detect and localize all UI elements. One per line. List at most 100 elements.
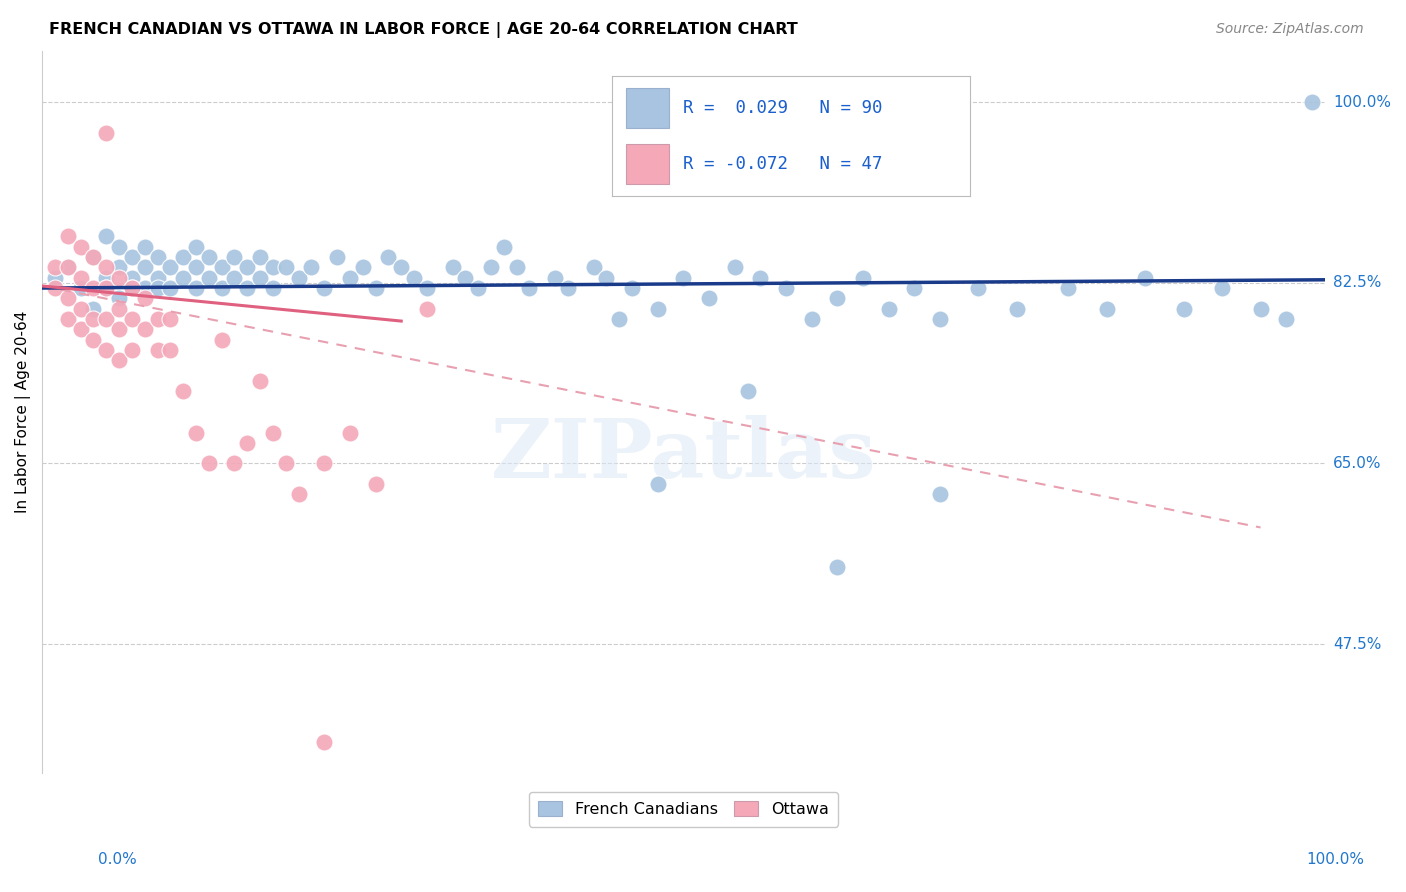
Point	[800, 312, 823, 326]
Point	[224, 250, 246, 264]
Text: 0.0%: 0.0%	[98, 852, 138, 867]
Point	[82, 333, 104, 347]
Point	[96, 229, 118, 244]
Point	[903, 281, 925, 295]
Point	[1301, 95, 1323, 110]
Point	[44, 270, 66, 285]
Point	[287, 487, 309, 501]
Point	[184, 260, 207, 275]
Point	[198, 457, 221, 471]
Point	[416, 301, 439, 316]
Point	[236, 260, 259, 275]
Point	[749, 270, 772, 285]
Point	[198, 250, 221, 264]
Point	[82, 281, 104, 295]
Point	[1250, 301, 1272, 316]
Point	[852, 270, 875, 285]
Point	[198, 270, 221, 285]
Text: 100.0%: 100.0%	[1333, 95, 1391, 110]
Point	[249, 270, 271, 285]
Point	[108, 291, 131, 305]
Point	[172, 384, 194, 399]
Point	[262, 260, 284, 275]
Point	[108, 322, 131, 336]
Point	[96, 126, 118, 140]
Point	[352, 260, 374, 275]
Point	[121, 270, 143, 285]
Point	[146, 281, 169, 295]
Point	[121, 312, 143, 326]
Point	[184, 425, 207, 440]
Point	[1275, 312, 1298, 326]
Point	[211, 260, 233, 275]
Text: R = -0.072   N = 47: R = -0.072 N = 47	[683, 155, 883, 173]
Point	[1211, 281, 1233, 295]
Point	[108, 270, 131, 285]
Point	[236, 281, 259, 295]
Point	[96, 312, 118, 326]
Point	[44, 260, 66, 275]
Text: FRENCH CANADIAN VS OTTAWA IN LABOR FORCE | AGE 20-64 CORRELATION CHART: FRENCH CANADIAN VS OTTAWA IN LABOR FORCE…	[49, 22, 799, 38]
Point	[121, 250, 143, 264]
Point	[389, 260, 412, 275]
Text: ZIPatlas: ZIPatlas	[491, 416, 876, 495]
Point	[69, 281, 91, 295]
Point	[211, 333, 233, 347]
Point	[108, 240, 131, 254]
Point	[96, 281, 118, 295]
Point	[647, 477, 669, 491]
Point	[595, 270, 617, 285]
Point	[737, 384, 759, 399]
Point	[146, 250, 169, 264]
Point	[314, 735, 336, 749]
Point	[96, 270, 118, 285]
Point	[172, 270, 194, 285]
Point	[377, 250, 399, 264]
Point	[775, 281, 797, 295]
Point	[928, 312, 950, 326]
Text: 82.5%: 82.5%	[1333, 276, 1381, 291]
Point	[224, 270, 246, 285]
Point	[96, 343, 118, 357]
Point	[314, 281, 336, 295]
Point	[557, 281, 579, 295]
Point	[82, 250, 104, 264]
Point	[339, 270, 361, 285]
Point	[505, 260, 527, 275]
Point	[134, 291, 156, 305]
Point	[96, 260, 118, 275]
Point	[827, 291, 849, 305]
Point	[172, 250, 194, 264]
Bar	[626, 145, 669, 185]
Point	[697, 291, 720, 305]
Point	[134, 240, 156, 254]
Point	[441, 260, 464, 275]
Point	[56, 312, 79, 326]
Point	[1057, 281, 1080, 295]
Point	[967, 281, 990, 295]
Point	[184, 240, 207, 254]
Point	[56, 229, 79, 244]
Point	[416, 281, 439, 295]
Point	[326, 250, 349, 264]
Point	[69, 240, 91, 254]
Point	[159, 312, 181, 326]
Point	[582, 260, 605, 275]
Point	[69, 301, 91, 316]
Point	[274, 457, 297, 471]
Point	[672, 270, 695, 285]
Point	[121, 281, 143, 295]
Point	[1095, 301, 1118, 316]
Text: 47.5%: 47.5%	[1333, 637, 1381, 651]
Point	[69, 322, 91, 336]
Legend: French Canadians, Ottawa: French Canadians, Ottawa	[529, 792, 838, 827]
Point	[364, 477, 387, 491]
Point	[134, 322, 156, 336]
Point	[184, 281, 207, 295]
Point	[479, 260, 502, 275]
Point	[134, 281, 156, 295]
Point	[262, 281, 284, 295]
Point	[928, 487, 950, 501]
Point	[1173, 301, 1195, 316]
Point	[402, 270, 425, 285]
